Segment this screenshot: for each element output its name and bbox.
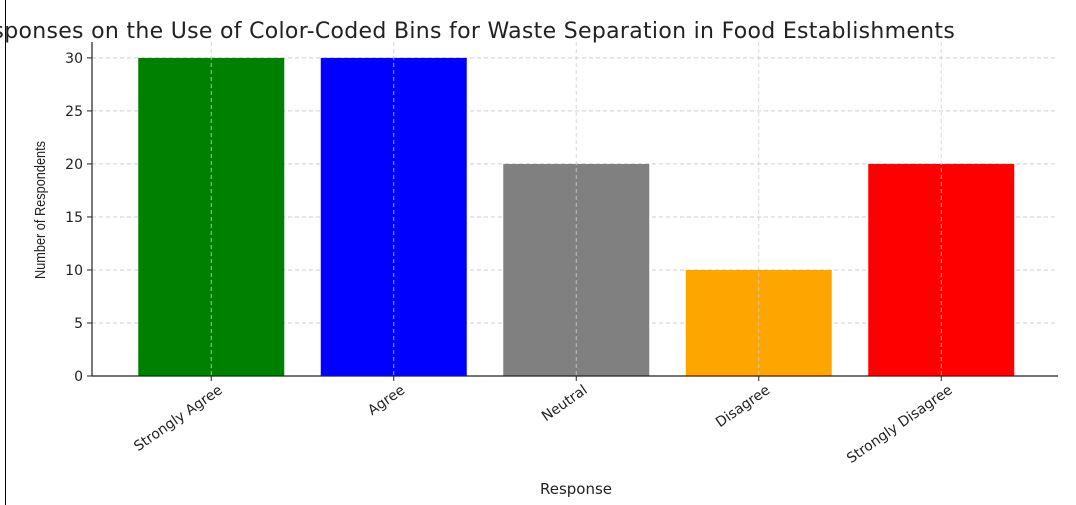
- y-tick-labels: 0 5 10 15 20 25 30: [65, 51, 83, 385]
- y-tick-label: 10: [65, 263, 83, 279]
- y-axis-label: Number of Respondents: [31, 141, 48, 279]
- y-tick-label: 30: [65, 51, 83, 67]
- y-tick-label: 5: [74, 316, 83, 332]
- image-left-border: [5, 0, 6, 505]
- axes-layer: [87, 42, 1058, 381]
- x-tick-label: Strongly Disagree: [844, 382, 955, 467]
- y-tick-label: 25: [65, 104, 83, 120]
- y-tick-label: 0: [74, 369, 83, 385]
- x-tick-label: Neutral: [539, 382, 591, 425]
- x-axis-label: Response: [540, 480, 612, 498]
- x-tick-label: Disagree: [713, 382, 773, 431]
- x-tick-label: Strongly Agree: [131, 382, 225, 455]
- y-tick-label: 15: [65, 210, 83, 226]
- y-tick-label: 20: [65, 157, 83, 173]
- chart-title: Responses on the Use of Color-Coded Bins…: [0, 19, 955, 44]
- x-tick-labels: Strongly Agree Agree Neutral Disagree Strong…: [131, 382, 955, 467]
- x-tick-label: Agree: [365, 382, 408, 419]
